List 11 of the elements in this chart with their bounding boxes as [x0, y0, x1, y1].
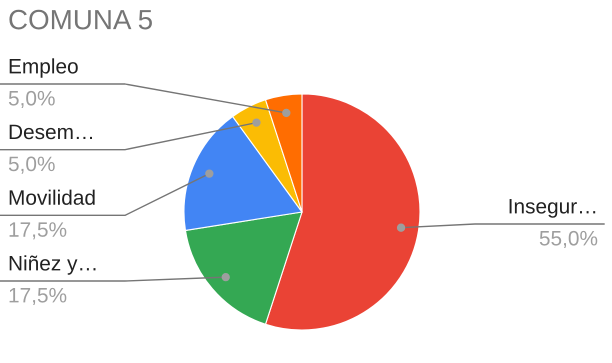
data-label: 55,0%	[540, 230, 598, 248]
data-label: 17,5%	[10, 288, 66, 306]
chart-title: COMUNA 5	[9, 10, 152, 30]
data-label: 17,5%	[10, 222, 66, 240]
slice-label: Empleo	[10, 58, 78, 78]
slice-label: Movilidad	[10, 190, 95, 205]
slice-label: Insegur…	[510, 199, 596, 218]
data-label: 5,0%	[8, 156, 55, 174]
data-label: 5,0%	[8, 90, 55, 108]
slice-label: Niñez y…	[10, 255, 96, 275]
slice-label: Desem…	[10, 124, 92, 140]
